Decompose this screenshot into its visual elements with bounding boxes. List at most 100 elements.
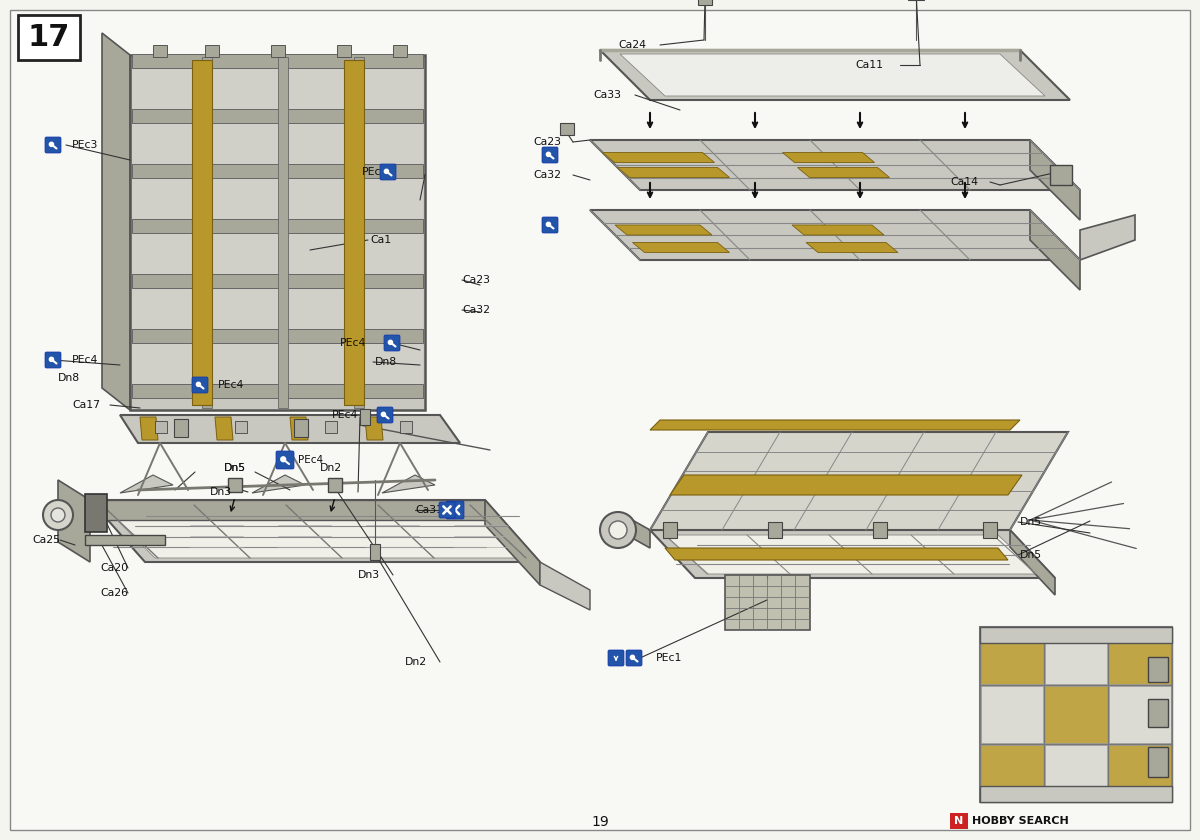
- Bar: [235, 421, 247, 433]
- Text: Ca11: Ca11: [854, 60, 883, 70]
- Polygon shape: [1010, 530, 1055, 595]
- Polygon shape: [120, 475, 173, 493]
- Bar: [328, 478, 342, 492]
- Circle shape: [50, 508, 65, 522]
- Text: Dn8: Dn8: [58, 373, 80, 383]
- Text: Ca26: Ca26: [100, 588, 128, 598]
- Bar: [370, 544, 380, 560]
- Bar: [980, 786, 1172, 802]
- Text: Ca1: Ca1: [370, 235, 391, 245]
- Bar: [982, 628, 1043, 685]
- Bar: [154, 45, 167, 57]
- Text: PEc4: PEc4: [218, 380, 245, 390]
- Polygon shape: [665, 548, 1008, 560]
- FancyBboxPatch shape: [46, 352, 61, 368]
- Polygon shape: [102, 505, 528, 558]
- Bar: [1109, 628, 1171, 685]
- Polygon shape: [132, 274, 424, 288]
- Text: Ca24: Ca24: [618, 40, 646, 50]
- Polygon shape: [590, 140, 1080, 190]
- Circle shape: [384, 170, 389, 173]
- Text: 17: 17: [28, 24, 70, 52]
- Bar: [982, 686, 1043, 743]
- Bar: [325, 421, 337, 433]
- Polygon shape: [616, 225, 712, 235]
- Polygon shape: [650, 420, 1020, 430]
- Polygon shape: [1030, 210, 1080, 290]
- Polygon shape: [670, 475, 1022, 495]
- Text: Ca20: Ca20: [100, 563, 128, 573]
- Polygon shape: [132, 384, 424, 398]
- Polygon shape: [290, 417, 308, 440]
- Polygon shape: [725, 575, 810, 630]
- Bar: [85, 494, 107, 532]
- Polygon shape: [215, 417, 233, 440]
- Polygon shape: [252, 475, 305, 493]
- Polygon shape: [618, 512, 650, 548]
- Polygon shape: [132, 54, 424, 68]
- Polygon shape: [650, 432, 1068, 530]
- Text: PEc4: PEc4: [340, 338, 366, 348]
- Bar: [294, 419, 308, 437]
- Circle shape: [546, 223, 551, 227]
- Text: PEc4: PEc4: [72, 355, 98, 365]
- Text: PEc3: PEc3: [362, 167, 389, 177]
- Text: Ca14: Ca14: [950, 177, 978, 187]
- Bar: [400, 421, 412, 433]
- Bar: [278, 57, 288, 408]
- Text: Dn5: Dn5: [1020, 517, 1042, 527]
- Polygon shape: [132, 219, 424, 233]
- Polygon shape: [618, 167, 730, 177]
- Polygon shape: [798, 167, 889, 177]
- FancyBboxPatch shape: [384, 335, 400, 351]
- Bar: [980, 627, 1172, 643]
- Bar: [132, 123, 424, 164]
- Polygon shape: [90, 500, 540, 562]
- Bar: [1045, 686, 1108, 743]
- Bar: [271, 45, 286, 57]
- Circle shape: [546, 152, 551, 156]
- Text: Dn2: Dn2: [406, 657, 427, 667]
- Polygon shape: [620, 54, 1045, 96]
- Circle shape: [610, 521, 628, 539]
- Bar: [662, 522, 677, 538]
- Text: Dn3: Dn3: [210, 487, 232, 497]
- Bar: [950, 813, 968, 829]
- Polygon shape: [600, 50, 1070, 100]
- Polygon shape: [1030, 140, 1080, 220]
- Polygon shape: [102, 33, 130, 410]
- FancyBboxPatch shape: [192, 377, 208, 393]
- FancyBboxPatch shape: [439, 502, 455, 518]
- FancyBboxPatch shape: [446, 501, 464, 519]
- Bar: [1148, 657, 1168, 682]
- Polygon shape: [602, 153, 714, 162]
- Bar: [344, 60, 364, 405]
- FancyBboxPatch shape: [626, 650, 642, 666]
- FancyBboxPatch shape: [542, 147, 558, 163]
- Text: N: N: [954, 816, 964, 826]
- Bar: [982, 745, 1043, 801]
- Bar: [698, 0, 712, 5]
- Text: PEc4: PEc4: [298, 455, 323, 465]
- Text: Ca23: Ca23: [533, 137, 562, 147]
- Bar: [132, 68, 424, 109]
- Polygon shape: [132, 109, 424, 123]
- Text: Ca23: Ca23: [462, 275, 490, 285]
- Bar: [155, 421, 167, 433]
- Bar: [228, 478, 242, 492]
- Bar: [1148, 699, 1168, 727]
- Polygon shape: [782, 153, 875, 162]
- FancyBboxPatch shape: [608, 650, 624, 666]
- Polygon shape: [650, 530, 1055, 578]
- Bar: [174, 419, 188, 437]
- Polygon shape: [132, 164, 424, 178]
- Polygon shape: [806, 243, 898, 253]
- Polygon shape: [90, 500, 485, 520]
- Circle shape: [49, 142, 54, 146]
- Text: Ca32: Ca32: [462, 305, 490, 315]
- FancyBboxPatch shape: [380, 164, 396, 180]
- Bar: [1045, 628, 1108, 685]
- Polygon shape: [792, 225, 884, 235]
- Polygon shape: [1080, 215, 1135, 260]
- Bar: [192, 60, 212, 405]
